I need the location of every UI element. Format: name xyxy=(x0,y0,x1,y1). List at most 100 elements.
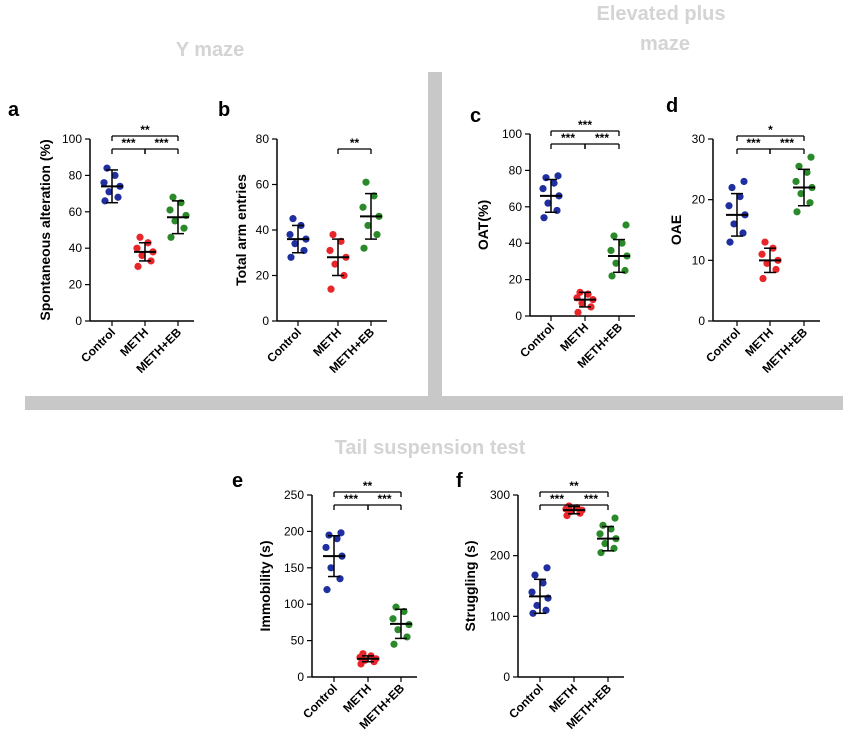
data-point xyxy=(607,246,615,255)
data-point xyxy=(542,606,550,614)
y-tick-label: 80 xyxy=(256,132,270,146)
data-point xyxy=(759,274,767,283)
data-point xyxy=(758,250,766,258)
data-point xyxy=(599,521,607,529)
y-axis-label: Struggling (s) xyxy=(462,541,478,632)
data-point xyxy=(772,265,780,274)
x-tick-label: Control xyxy=(506,681,546,721)
significance-label: ** xyxy=(363,479,373,493)
data-point xyxy=(337,529,345,537)
x-tick-label: Control xyxy=(300,681,340,721)
horizontal-divider xyxy=(25,396,843,410)
section-title-tail-suspension: Tail suspension test xyxy=(335,437,526,459)
data-point xyxy=(803,168,811,176)
data-point xyxy=(550,179,558,187)
data-point xyxy=(138,251,146,260)
y-tick-label: 300 xyxy=(490,488,510,502)
data-point xyxy=(359,203,367,211)
data-point xyxy=(114,193,122,201)
data-point xyxy=(806,199,814,207)
x-tick-label: Control xyxy=(78,325,118,365)
y-axis-label: Spontaneous alteration (%) xyxy=(37,139,53,320)
significance-label: *** xyxy=(584,492,598,506)
data-point xyxy=(544,199,552,207)
y-tick-label: 50 xyxy=(291,634,305,648)
data-point xyxy=(797,190,805,198)
y-tick-label: 0 xyxy=(515,309,522,323)
y-tick-label: 60 xyxy=(256,178,270,192)
data-point xyxy=(740,177,748,186)
data-point xyxy=(529,609,537,617)
data-point xyxy=(329,230,337,239)
data-point xyxy=(389,615,397,623)
panel-label: e xyxy=(232,470,243,492)
y-tick-label: 0 xyxy=(262,314,269,328)
data-point xyxy=(134,262,142,270)
significance-label: *** xyxy=(780,136,794,150)
significance-label: ** xyxy=(140,123,150,137)
y-tick-label: 250 xyxy=(284,488,304,502)
y-tick-label: 80 xyxy=(509,163,523,177)
data-point xyxy=(362,178,370,186)
x-tick-label: Control xyxy=(703,325,743,365)
y-tick-label: 200 xyxy=(284,524,304,538)
y-tick-label: 150 xyxy=(284,561,304,575)
panel-label: b xyxy=(218,99,230,121)
significance-label: *** xyxy=(550,492,564,506)
data-point xyxy=(291,240,299,248)
significance-label: * xyxy=(768,123,773,137)
significance-label: *** xyxy=(377,492,391,506)
y-axis-label: OAT(%) xyxy=(475,200,491,250)
data-point xyxy=(725,202,733,210)
data-point xyxy=(807,153,815,161)
data-point xyxy=(574,308,582,316)
data-point xyxy=(394,626,402,634)
y-tick-label: 30 xyxy=(692,132,706,146)
y-tick-label: 100 xyxy=(62,132,82,146)
data-point xyxy=(539,185,547,193)
y-tick-label: 200 xyxy=(490,549,510,563)
y-tick-label: 0 xyxy=(75,314,82,328)
x-tick-label: Control xyxy=(517,320,557,360)
y-tick-label: 10 xyxy=(692,253,706,267)
data-point xyxy=(795,162,803,170)
data-point xyxy=(111,171,119,179)
y-tick-label: 60 xyxy=(69,205,83,219)
data-point xyxy=(543,564,551,572)
section-title-elevated-line2: maze xyxy=(640,33,690,55)
data-point xyxy=(539,579,547,587)
y-tick-label: 40 xyxy=(256,223,270,237)
y-tick-label: 20 xyxy=(692,193,706,207)
data-point xyxy=(327,285,335,293)
significance-label: *** xyxy=(578,118,592,132)
panel-label: a xyxy=(8,99,20,121)
y-axis-label: OAE xyxy=(668,215,684,245)
data-point xyxy=(618,239,626,247)
y-tick-label: 60 xyxy=(509,200,523,214)
data-point xyxy=(169,193,177,201)
data-point xyxy=(171,217,179,225)
data-point xyxy=(327,564,335,572)
data-point xyxy=(726,238,734,246)
data-point xyxy=(793,208,801,216)
section-title-y-maze: Y maze xyxy=(176,39,245,61)
data-point xyxy=(373,230,381,239)
data-point xyxy=(136,233,144,241)
significance-label: *** xyxy=(595,131,609,145)
data-point xyxy=(528,588,536,596)
data-point xyxy=(333,535,341,543)
y-tick-label: 40 xyxy=(509,236,523,250)
significance-label: *** xyxy=(561,131,575,145)
significance-label: ** xyxy=(569,479,579,493)
data-point xyxy=(167,233,175,241)
data-point xyxy=(105,188,113,196)
data-point xyxy=(610,232,618,240)
data-point xyxy=(180,224,188,232)
data-point xyxy=(133,244,141,252)
data-point xyxy=(730,220,738,228)
significance-label: *** xyxy=(154,136,168,150)
y-tick-label: 20 xyxy=(256,269,270,283)
significance-label: ** xyxy=(350,136,360,150)
